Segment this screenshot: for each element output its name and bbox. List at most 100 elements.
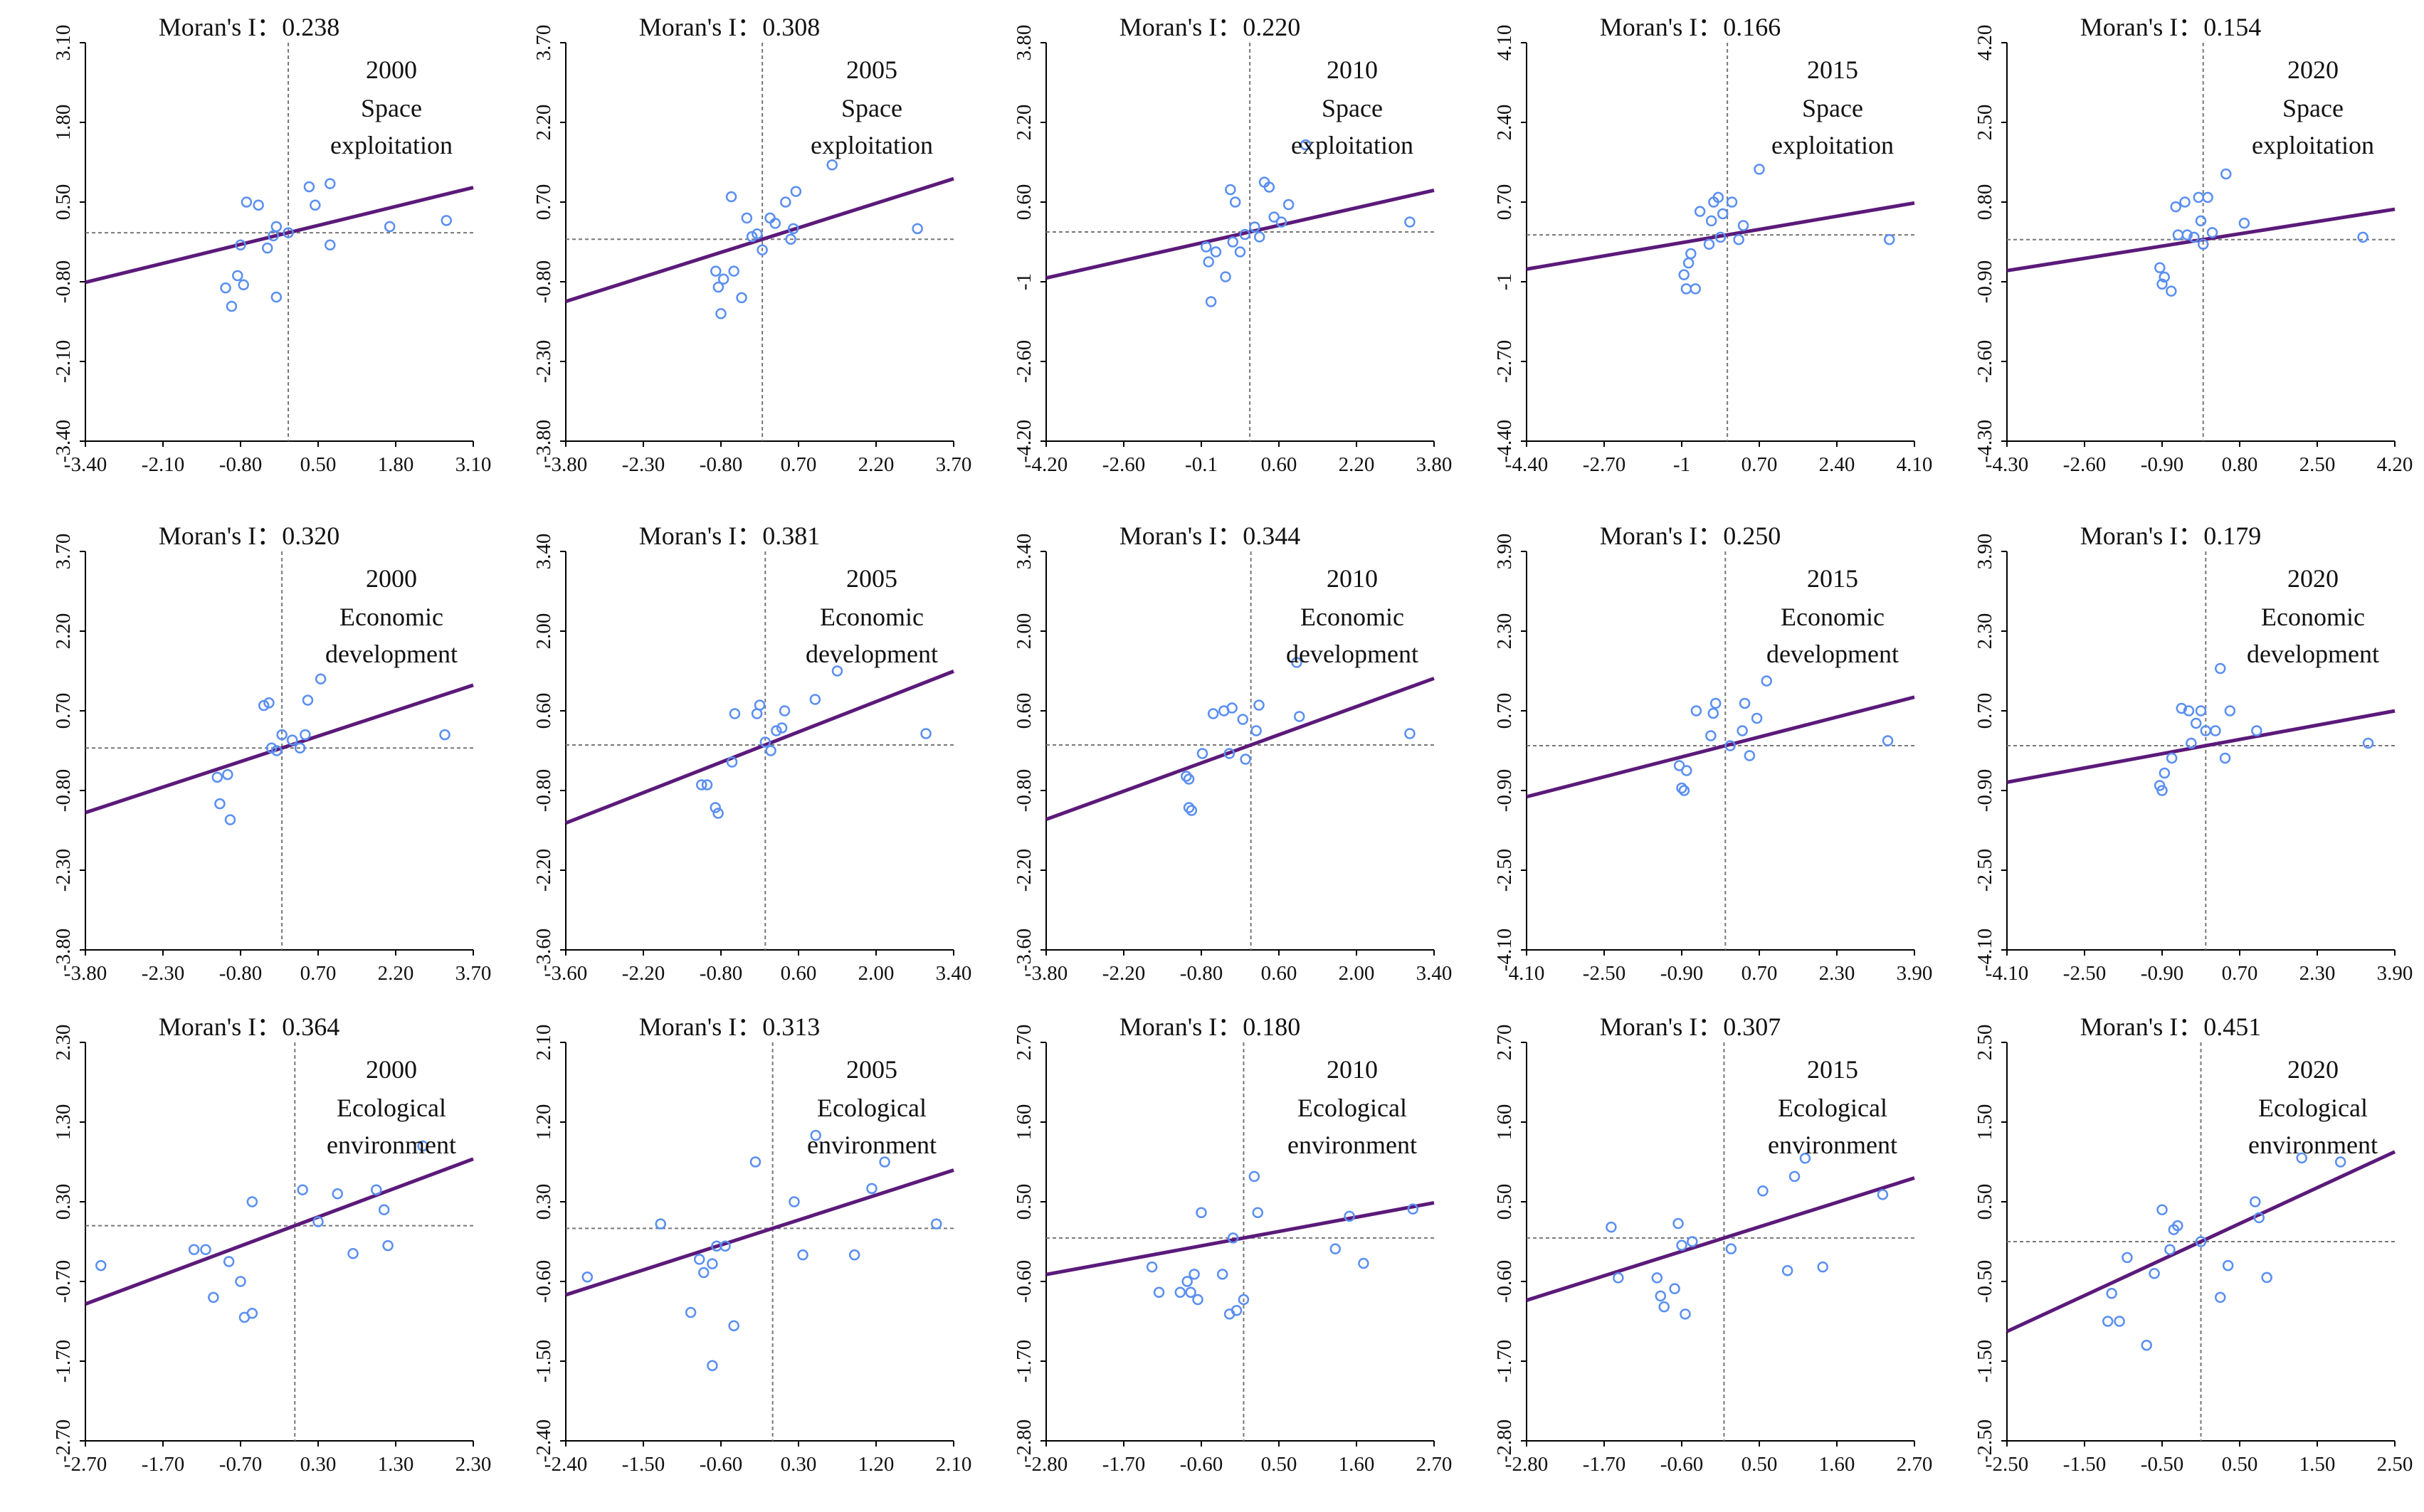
- data-point: [1181, 771, 1192, 782]
- data-point: [1655, 1290, 1667, 1302]
- year-label: 2015: [1807, 1055, 1858, 1084]
- data-point: [302, 694, 314, 706]
- indicator-label: Space: [1322, 94, 1383, 122]
- data-point: [1685, 248, 1697, 260]
- data-point: [1690, 283, 1701, 295]
- data-point: [263, 697, 275, 709]
- data-point: [1252, 1207, 1264, 1219]
- data-point: [1613, 1272, 1624, 1284]
- x-tick-label: 2.50: [2299, 453, 2336, 476]
- y-tick-label: 0.70: [1493, 693, 1516, 729]
- data-point: [1216, 1269, 1228, 1280]
- year-label: 2015: [1807, 564, 1858, 593]
- data-point: [1680, 283, 1692, 295]
- regression-line: [565, 1168, 954, 1297]
- y-tick-label: -4.30: [1974, 420, 1996, 462]
- year-label: 2000: [366, 564, 417, 593]
- data-point: [246, 1308, 258, 1319]
- data-point: [1207, 708, 1219, 719]
- data-point: [1761, 675, 1772, 687]
- data-point: [2215, 662, 2226, 675]
- data-point: [1227, 236, 1239, 248]
- data-point: [757, 244, 768, 255]
- data-point: [1714, 231, 1727, 243]
- data-point: [2261, 1272, 2272, 1284]
- data-point: [1705, 730, 1717, 741]
- x-tick-label: 2.70: [1416, 1453, 1453, 1476]
- data-point: [1658, 1301, 1670, 1313]
- y-tick-label: 3.40: [532, 534, 555, 570]
- data-point: [2220, 168, 2232, 180]
- x-tick-label: -2.10: [142, 453, 184, 476]
- data-point: [1676, 782, 1687, 794]
- regression-line: [85, 683, 474, 815]
- data-point: [312, 1216, 324, 1227]
- data-point: [2197, 238, 2209, 250]
- year-label: 2005: [846, 1055, 897, 1084]
- data-point: [746, 231, 758, 243]
- data-point: [1690, 705, 1702, 717]
- data-point: [232, 270, 243, 282]
- data-point: [238, 279, 249, 291]
- x-tick-label: 2.50: [2377, 1453, 2413, 1476]
- data-point: [1404, 728, 1416, 739]
- data-point: [831, 665, 843, 677]
- data-point: [1781, 1264, 1793, 1276]
- year-label: 2000: [366, 55, 417, 84]
- y-tick-label: -2.50: [1974, 1420, 1996, 1462]
- y-tick-label: 0.30: [52, 1184, 75, 1220]
- data-point: [1673, 760, 1685, 771]
- data-point: [2250, 1196, 2261, 1207]
- data-point: [384, 221, 396, 233]
- regression-line: [2006, 1150, 2396, 1333]
- x-tick-label: -0.80: [700, 453, 742, 476]
- y-tick-label: 0.50: [1013, 1184, 1036, 1220]
- y-tick-label: -4.10: [1974, 929, 1996, 971]
- data-point: [789, 1196, 800, 1207]
- y-tick-label: 2.70: [1013, 1025, 1036, 1061]
- x-tick-label: -0.1: [1185, 453, 1218, 476]
- data-point: [866, 1183, 878, 1195]
- regression-line: [565, 670, 954, 825]
- data-point: [382, 1239, 394, 1252]
- x-tick-label: -1.70: [1583, 1453, 1625, 1476]
- data-point: [2172, 229, 2184, 240]
- year-label: 2020: [2287, 1055, 2339, 1084]
- data-point: [371, 1184, 382, 1195]
- y-tick-label: -2.50: [1974, 849, 1996, 892]
- data-point: [1882, 735, 1894, 746]
- data-point: [1189, 1269, 1200, 1280]
- y-tick-label: -3.80: [52, 929, 75, 971]
- data-point: [1275, 216, 1287, 228]
- x-tick-label: 0.60: [1261, 453, 1297, 476]
- x-tick-label: 2.20: [858, 453, 895, 476]
- data-point: [1754, 164, 1765, 175]
- data-point: [1227, 1232, 1239, 1244]
- data-point: [1210, 246, 1222, 258]
- indicator-label: Ecological: [2258, 1094, 2368, 1122]
- data-point: [2122, 1252, 2133, 1264]
- data-point: [325, 239, 336, 251]
- data-point: [2166, 752, 2178, 764]
- x-tick-label: 3.80: [1416, 453, 1453, 476]
- data-point: [848, 1249, 860, 1261]
- data-point: [2215, 1291, 2226, 1304]
- regression-line: [85, 186, 474, 285]
- y-tick-label: 3.70: [52, 534, 75, 570]
- scatter-panel: 4.10 -2.50 -0.90 0.70 2.30 3.90 -4.10 -2.50 -0.9…: [1493, 522, 1932, 985]
- data-point: [1329, 1243, 1342, 1254]
- y-tick-label: -0.80: [532, 769, 555, 812]
- data-point: [310, 199, 321, 211]
- data-point: [2172, 1220, 2183, 1232]
- y-tick-label: 4.20: [1974, 25, 1996, 61]
- data-point: [258, 699, 270, 712]
- y-tick-label: -4.40: [1493, 420, 1516, 462]
- data-point: [220, 282, 231, 294]
- indicator-label: Economic: [1300, 603, 1404, 631]
- y-tick-label: 0.70: [1974, 693, 1996, 729]
- data-point: [1606, 1221, 1617, 1233]
- y-tick-label: 0.80: [1974, 184, 1996, 221]
- data-point: [2251, 725, 2262, 736]
- indicator-label: development: [1766, 640, 1899, 668]
- indicator-label: development: [2247, 640, 2379, 668]
